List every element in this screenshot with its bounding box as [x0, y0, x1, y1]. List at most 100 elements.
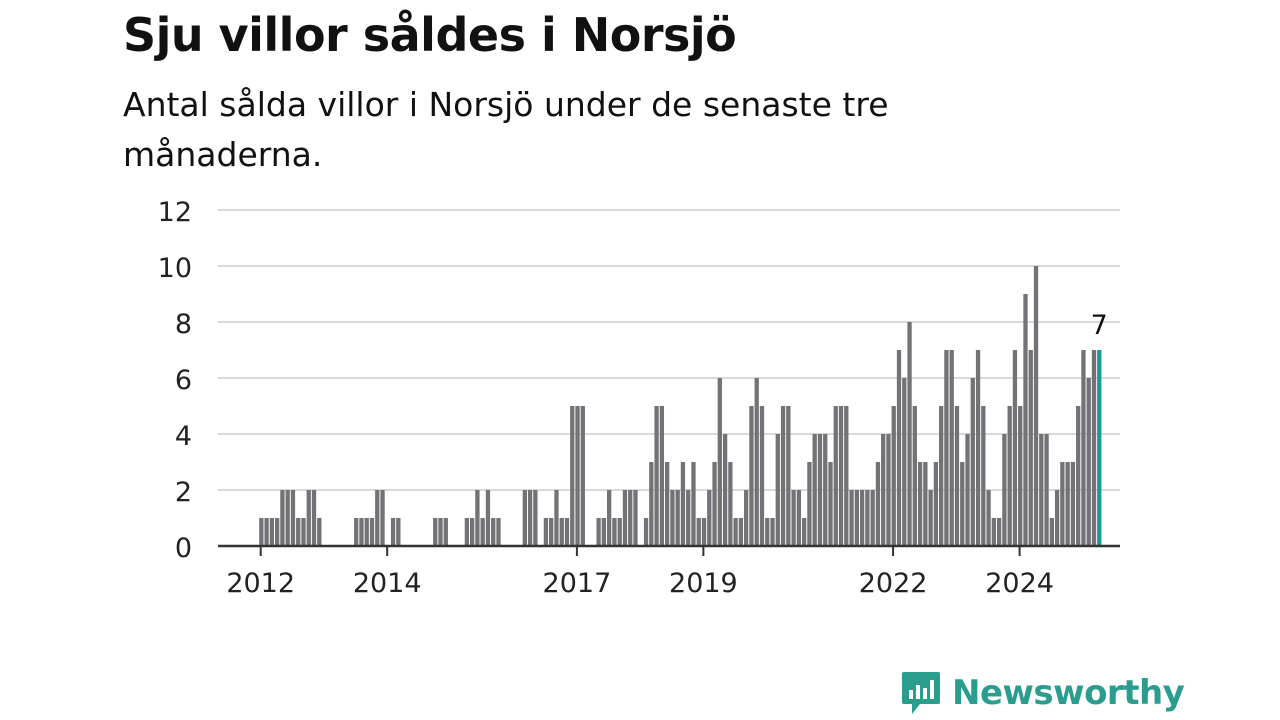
bar	[654, 406, 659, 546]
x-tick-label: 2019	[669, 568, 738, 599]
bar	[675, 490, 680, 546]
bar	[1091, 350, 1097, 546]
bar	[949, 350, 954, 546]
bar	[485, 490, 491, 546]
bar	[433, 518, 438, 546]
bar	[907, 322, 912, 546]
bar	[849, 490, 854, 546]
bar	[854, 490, 859, 546]
bar	[617, 518, 622, 546]
bar	[759, 406, 765, 546]
bar	[1081, 350, 1086, 546]
brand-footer: Newsworthy	[900, 668, 1185, 718]
bar	[607, 490, 612, 546]
bar	[1007, 406, 1012, 546]
bar	[1049, 518, 1054, 546]
bar	[796, 490, 802, 546]
bar	[775, 434, 780, 546]
bar	[601, 518, 607, 546]
bar	[807, 462, 812, 546]
bar	[786, 406, 791, 546]
bar	[891, 406, 896, 546]
bar	[939, 406, 944, 546]
bar	[970, 378, 975, 546]
bar	[364, 518, 369, 546]
bar	[554, 490, 559, 546]
bar	[886, 434, 891, 546]
chart-title: Sju villor såldes i Norsjö	[123, 8, 737, 62]
bar	[443, 518, 448, 546]
bar	[1012, 350, 1018, 546]
bar	[875, 462, 881, 546]
bar	[396, 518, 401, 546]
bar	[881, 434, 886, 546]
brand-name: Newsworthy	[952, 673, 1185, 713]
bar	[301, 518, 306, 546]
bar	[596, 518, 601, 546]
bar	[965, 434, 970, 546]
bar	[480, 518, 485, 546]
bar	[649, 462, 654, 546]
bar	[975, 350, 981, 546]
bar	[317, 518, 322, 546]
bar	[696, 518, 701, 546]
bar	[986, 490, 991, 546]
bar	[954, 406, 960, 546]
chart-subtitle: Antal sålda villor i Norsjö under de sen…	[123, 85, 889, 174]
bar	[259, 518, 264, 546]
bar	[833, 406, 838, 546]
bar	[823, 434, 828, 546]
bar	[996, 518, 1002, 546]
bar	[612, 518, 617, 546]
x-tick-label: 2014	[353, 568, 422, 599]
bar	[580, 406, 585, 546]
bar	[812, 434, 817, 546]
bar	[280, 490, 285, 546]
bar	[1028, 350, 1033, 546]
bar	[375, 490, 380, 546]
bar	[438, 518, 443, 546]
bar	[469, 518, 475, 546]
bar	[570, 406, 575, 546]
bar	[701, 518, 707, 546]
bar	[912, 406, 917, 546]
bar	[670, 490, 675, 546]
bar	[902, 378, 907, 546]
bar-chart: 0 2 4 6 8 10 12 2012 2014 2017 2019 2022 2024 7	[158, 197, 1120, 599]
bar	[722, 434, 728, 546]
bar	[717, 378, 722, 546]
bar	[1023, 294, 1028, 546]
bar	[628, 490, 633, 546]
bar	[464, 518, 470, 546]
bar	[712, 462, 717, 546]
x-tick-label: 2017	[543, 568, 612, 599]
bar	[264, 518, 269, 546]
bar	[780, 406, 786, 546]
bar	[1033, 266, 1039, 546]
bar	[1002, 434, 1007, 546]
bar	[754, 378, 759, 546]
bar	[306, 490, 311, 546]
bar	[707, 490, 712, 546]
y-tick-label: 0	[175, 533, 192, 564]
bar	[296, 518, 301, 546]
bar	[896, 350, 902, 546]
bar	[559, 518, 564, 546]
bar	[817, 434, 823, 546]
bar	[1065, 462, 1070, 546]
bar	[633, 490, 638, 546]
bar	[944, 350, 949, 546]
bar	[960, 462, 965, 546]
bar	[765, 518, 770, 546]
bar	[564, 518, 570, 546]
bar	[859, 490, 865, 546]
bar	[1060, 462, 1065, 546]
bar	[522, 490, 527, 546]
bar	[1054, 490, 1060, 546]
bar	[575, 406, 580, 546]
bar	[549, 518, 554, 546]
bar	[749, 406, 754, 546]
bar	[728, 462, 733, 546]
x-tick-label: 2024	[985, 568, 1054, 599]
bar	[1018, 406, 1023, 546]
